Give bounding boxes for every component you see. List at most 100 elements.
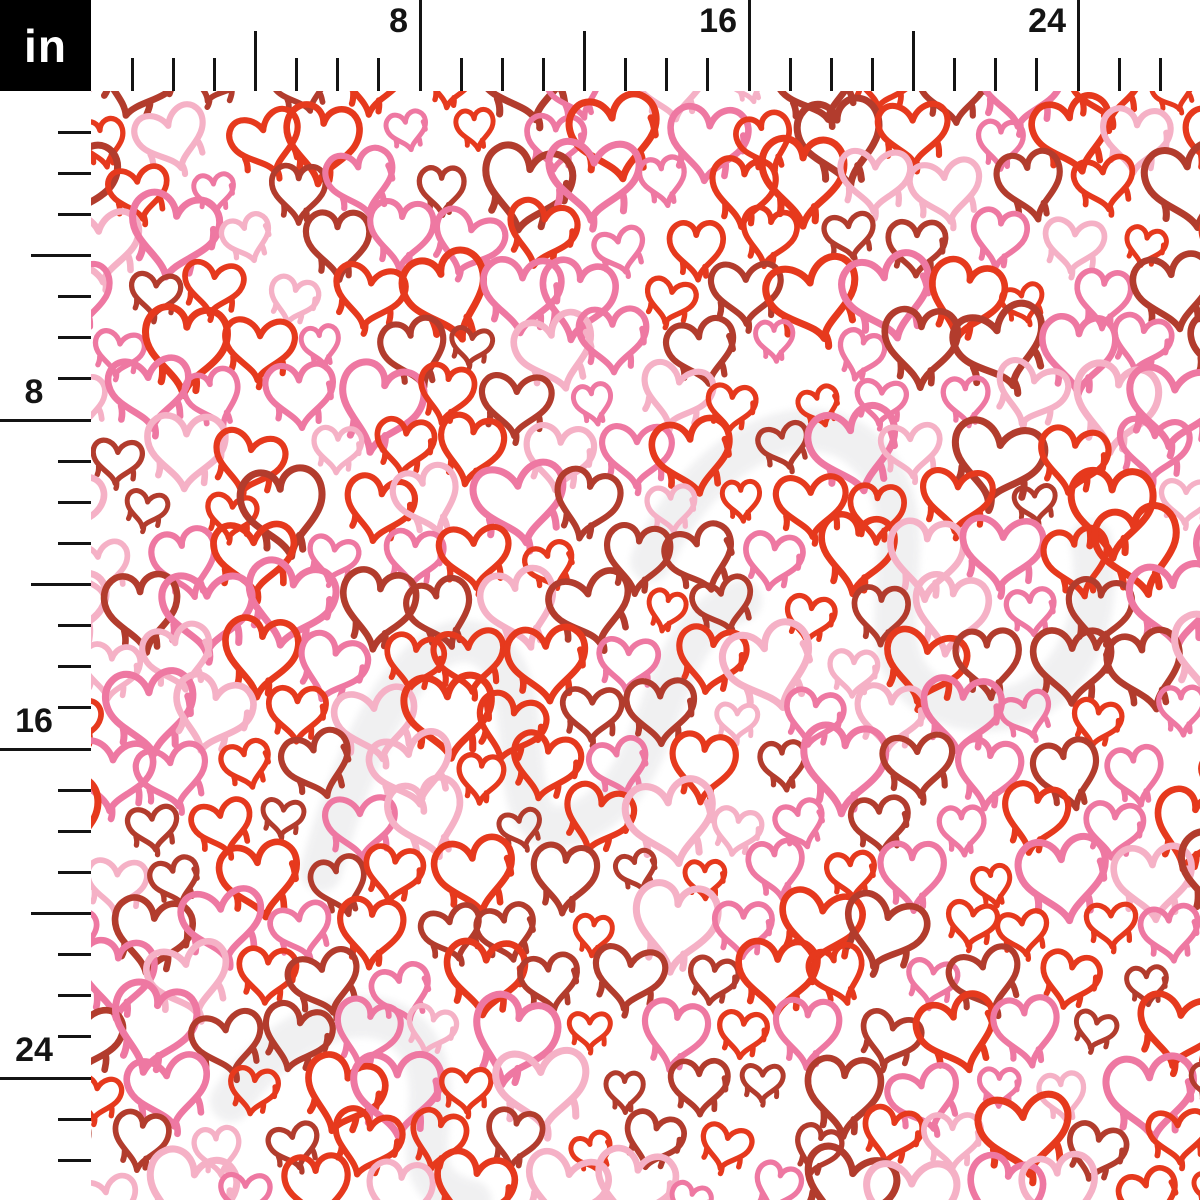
heart-outline (424, 91, 474, 110)
heart-outline (91, 1000, 126, 1089)
heart-outline (832, 327, 887, 384)
ruler-tick (58, 377, 91, 381)
ruler-tick (58, 336, 91, 340)
ruler-tick (1158, 58, 1162, 91)
heart-outline (438, 526, 512, 597)
ruler-label: 8 (24, 373, 44, 411)
ruler-top: 8 16 24 (0, 0, 1200, 91)
heart-outline (264, 363, 336, 430)
ruler-tick (58, 295, 91, 299)
ruler-tick (58, 541, 91, 545)
heart-outline (908, 572, 992, 660)
heart-outline (312, 427, 362, 474)
heart-outline (530, 843, 599, 916)
ruler-tick (500, 58, 504, 91)
ruler-tick (624, 58, 628, 91)
ruler-tick (58, 171, 91, 175)
heart-outline (423, 205, 509, 289)
ruler-left: 8 16 24 (0, 0, 91, 1200)
ruler-tick (31, 583, 91, 586)
ruler-tick (58, 459, 91, 463)
heart-outline (479, 374, 553, 445)
heart-outline (663, 315, 742, 391)
heart-outline (618, 1108, 688, 1175)
heart-outline (91, 329, 146, 383)
heart-outline (628, 880, 721, 978)
heart-outline (755, 320, 795, 362)
ruler-tick (58, 870, 91, 874)
heart-outline (237, 464, 331, 563)
heart-outline (741, 1065, 783, 1105)
ruler-label: 8 (389, 2, 408, 40)
heart-outline (943, 900, 999, 954)
ruler-label: 24 (1028, 2, 1066, 40)
heart-outline (918, 91, 990, 126)
heart-outline (283, 1153, 352, 1200)
hearts-layer (91, 91, 1200, 1200)
heart-outline (433, 412, 507, 490)
ruler-tick (829, 58, 833, 91)
heart-outline (968, 207, 1029, 271)
ruler-tick (870, 58, 874, 91)
heart-outline (668, 732, 738, 805)
heart-outline (971, 863, 1015, 909)
pattern-area (91, 91, 1200, 1200)
heart-outline (448, 326, 494, 371)
heart-outline (365, 728, 461, 821)
heart-outline (128, 272, 182, 324)
ruler-label: 16 (15, 702, 53, 740)
heart-outline (866, 1164, 957, 1200)
ruler-tick (58, 953, 91, 957)
heart-outline (996, 909, 1051, 963)
heart-outline (952, 737, 1023, 812)
ruler-tick (665, 58, 669, 91)
heart-outline (573, 914, 614, 957)
ruler-tick (336, 58, 340, 91)
heart-outline (143, 938, 239, 1031)
heart-outline (1160, 480, 1200, 529)
heart-outline (1035, 948, 1103, 1013)
ruler-tick (912, 31, 915, 91)
heart-outline (238, 556, 341, 655)
heart-outline (1139, 904, 1200, 964)
heart-outline (91, 91, 97, 109)
ruler-tick (58, 1117, 91, 1121)
heart-outline (218, 211, 277, 268)
heart-outline (1128, 562, 1200, 650)
ruler-tick (418, 0, 422, 91)
heart-outline (791, 1141, 902, 1200)
heart-outline (218, 738, 275, 793)
ruler-label: 16 (699, 2, 737, 40)
heart-outline (325, 1104, 407, 1183)
ruler-tick (747, 0, 751, 91)
heart-outline (709, 806, 764, 859)
ruler-tick (788, 58, 792, 91)
ruler-tick (254, 31, 257, 91)
unit-box: in (0, 0, 91, 91)
heart-outline (1147, 1110, 1200, 1170)
heart-outline (126, 805, 181, 858)
ruler-tick (58, 706, 91, 710)
heart-outline (588, 944, 667, 1021)
ruler-tick (58, 212, 91, 216)
ruler-tick (58, 130, 91, 134)
heart-outline (775, 476, 848, 546)
heart-outline (748, 1159, 805, 1200)
heart-outline (991, 994, 1063, 1070)
heart-outline (725, 91, 772, 107)
heart-outline (110, 1109, 172, 1174)
heart-outline (601, 426, 672, 494)
ruler-tick (58, 994, 91, 998)
ruler-tick (31, 912, 91, 915)
heart-outline (360, 844, 425, 906)
heart-outline (938, 806, 986, 857)
heart-outline (122, 489, 170, 536)
ruler-tick (212, 58, 216, 91)
heart-outline (91, 1173, 144, 1200)
heart-outline (1072, 155, 1139, 220)
heart-outline (613, 848, 662, 895)
ruler-tick (58, 829, 91, 833)
heart-outline (384, 109, 431, 154)
ruler-tick (58, 665, 91, 669)
heart-outline (606, 1073, 644, 1113)
